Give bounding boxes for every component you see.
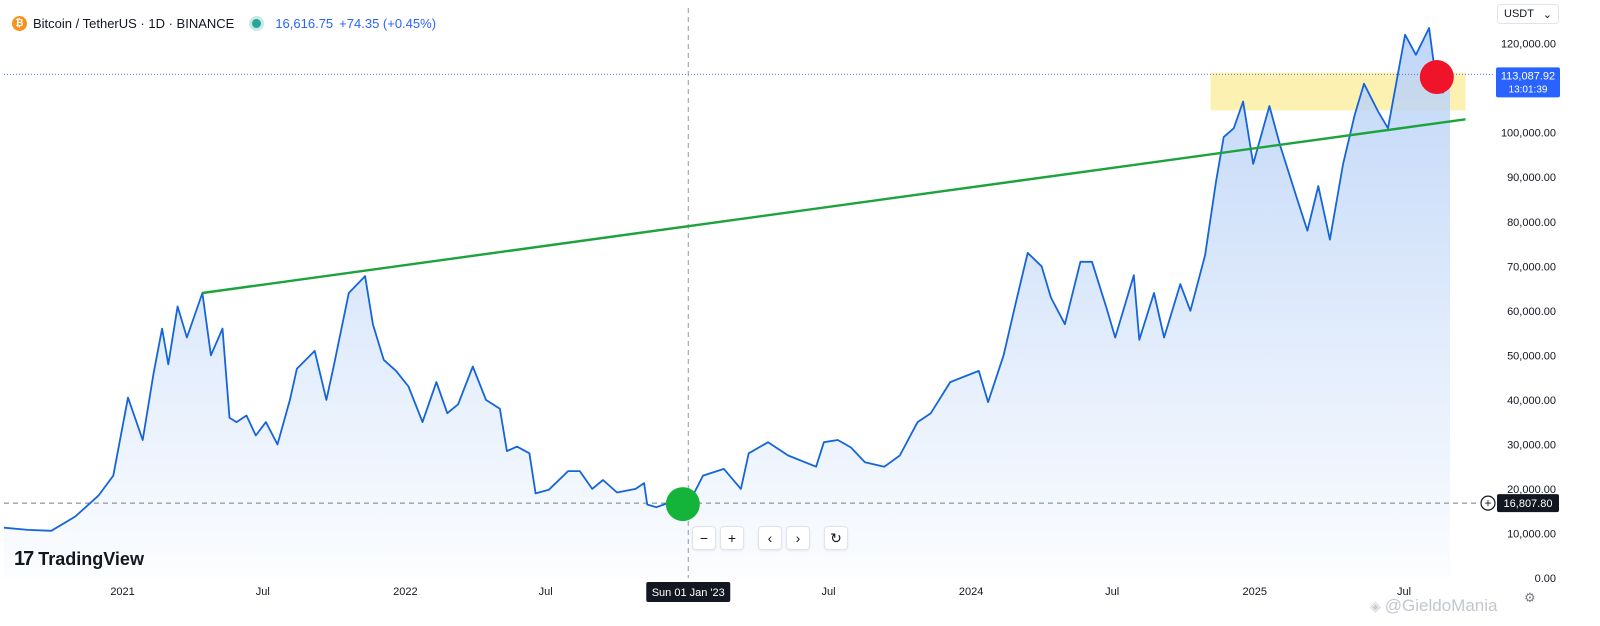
red-marker	[1419, 60, 1454, 95]
tradingview-logo-icon: 17	[14, 548, 34, 570]
price-area	[4, 28, 1450, 578]
zoom-in-button[interactable]: +	[720, 526, 744, 550]
green-marker	[665, 487, 700, 522]
x-tick-label: Jul	[1105, 586, 1119, 598]
currency-label: USDT	[1504, 8, 1534, 20]
x-tick-label: Jul	[821, 586, 835, 598]
last-price: 16,616.75	[275, 15, 334, 31]
crosshair-price-tag	[1497, 494, 1559, 513]
watermark-text: @GieldoMania	[1384, 596, 1498, 615]
market-status-icon	[252, 18, 262, 28]
reset-chart-button[interactable]: ↻	[824, 526, 848, 550]
y-tick-label: 20,000.00	[1507, 484, 1556, 496]
diamond-icon: ◈	[1370, 597, 1381, 614]
tradingview-logo[interactable]: 17 TradingView	[14, 548, 144, 571]
symbol-title[interactable]: Bitcoin / TetherUS · 1D · BINANCE	[33, 15, 235, 31]
y-tick-label: 10,000.00	[1507, 528, 1556, 540]
chevron-down-icon: ⌄	[1542, 8, 1552, 21]
x-tick-label: 2022	[393, 586, 417, 598]
y-tick-label: 40,000.00	[1507, 395, 1556, 407]
price-line	[3, 27, 1451, 532]
x-tick-label: Jul	[256, 586, 270, 598]
y-tick-label: 70,000.00	[1507, 261, 1556, 273]
y-tick-label: 90,000.00	[1507, 172, 1556, 184]
current-price-tag	[1496, 67, 1560, 98]
x-tick-label: Jul	[539, 586, 553, 598]
x-tick-label: 2021	[110, 586, 134, 598]
crosshair-price-value: 16,807.80	[1504, 498, 1553, 510]
symbol-header: ₿ Bitcoin / TetherUS · 1D · BINANCE 16,6…	[12, 12, 436, 34]
trendline	[202, 118, 1466, 295]
countdown-value: 13:01:39	[1509, 84, 1548, 95]
current-price-value: 113,087.92	[1501, 70, 1555, 82]
add-alert-icon	[1480, 495, 1496, 511]
y-tick-label: 100,000.00	[1501, 128, 1556, 140]
y-tick-label: 30,000.00	[1507, 439, 1556, 451]
zoom-out-button[interactable]: −	[692, 526, 716, 550]
y-tick-label: 120,000.00	[1501, 39, 1556, 51]
bitcoin-icon: ₿	[12, 15, 27, 31]
scroll-left-button[interactable]: ‹	[758, 526, 782, 550]
y-tick-label: 0.00	[1535, 573, 1556, 585]
gear-icon[interactable]: ⚙	[1524, 590, 1536, 605]
watermark: ◈ @GieldoMania	[1370, 596, 1497, 616]
tradingview-logo-text: TradingView	[38, 549, 144, 569]
crosshair-date-tag	[646, 582, 731, 602]
crosshair-date-value: Sun 01 Jan '23	[652, 587, 725, 599]
currency-select[interactable]: USDT ⌄	[1497, 4, 1559, 24]
y-tick-label: 80,000.00	[1507, 217, 1556, 229]
chart-navigation-toolbar: − + ‹ › ↻	[692, 526, 848, 550]
x-tick-label-partial: Jul	[1397, 586, 1411, 598]
x-tick-label: 2025	[1242, 586, 1266, 598]
scroll-right-button[interactable]: ›	[786, 526, 810, 550]
y-tick-label: 50,000.00	[1507, 350, 1556, 362]
x-tick-label: 2024	[959, 586, 983, 598]
y-tick-label: 60,000.00	[1507, 306, 1556, 318]
plus-icon: +	[1484, 496, 1491, 510]
price-change: +74.35 (+0.45%)	[339, 15, 437, 31]
